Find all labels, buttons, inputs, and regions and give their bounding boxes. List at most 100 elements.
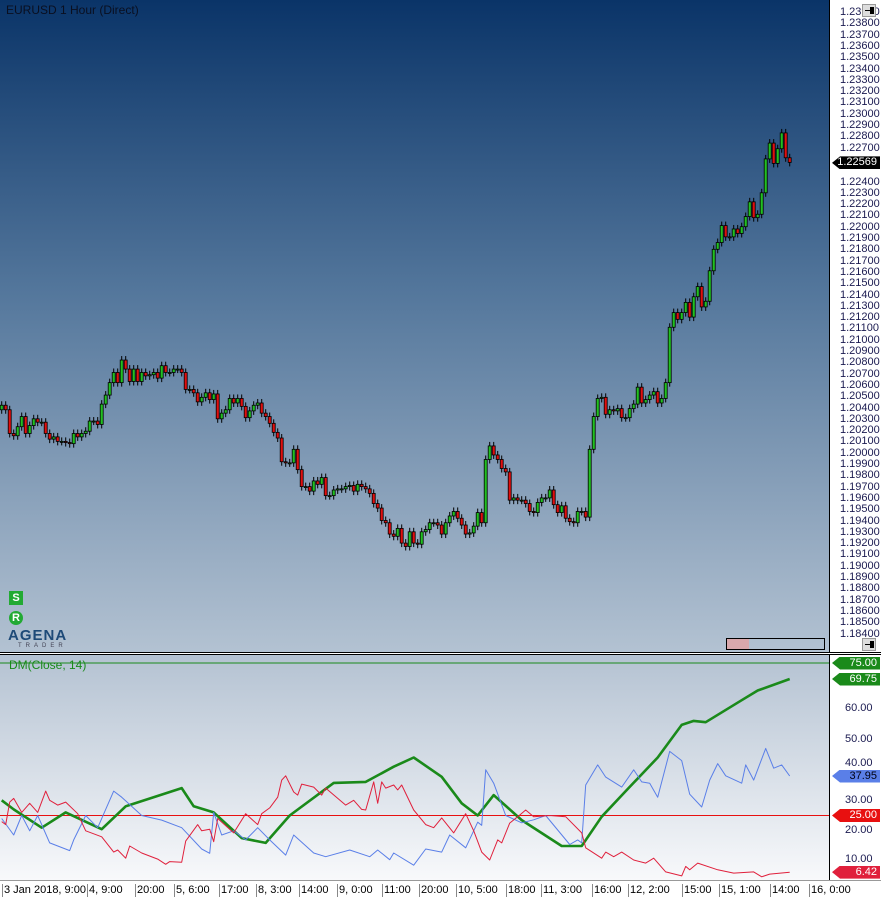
candle — [551, 485, 556, 509]
chart-scrollbar[interactable] — [726, 638, 825, 650]
candle-body — [479, 512, 484, 524]
candle-body — [571, 521, 576, 524]
candle-body — [719, 225, 724, 243]
s-badge-icon[interactable]: S — [9, 591, 23, 605]
price-tick-label: 1.21900 — [840, 232, 880, 244]
candle-body — [543, 497, 548, 500]
pin-icon[interactable] — [862, 4, 876, 17]
candle — [471, 522, 476, 537]
candle-body — [715, 242, 720, 250]
candle — [399, 524, 404, 548]
candle-body — [51, 436, 56, 440]
time-tick-label: 11:00 — [382, 884, 411, 897]
candle — [539, 493, 544, 507]
candle — [307, 482, 312, 496]
candle-body — [411, 531, 416, 544]
candle — [147, 370, 152, 380]
candle-body — [595, 398, 600, 417]
candle-body — [187, 389, 192, 391]
candle-body — [551, 489, 556, 506]
time-axis[interactable]: 3 Jan 2018, 9:00 4, 9:00 20:00 5, 6:00 17:00… — [0, 880, 881, 901]
candle — [719, 221, 724, 247]
candle-body — [47, 433, 52, 440]
candle — [351, 481, 356, 496]
candle — [599, 393, 604, 403]
candle — [483, 455, 488, 527]
candle-body — [323, 477, 328, 497]
candle-body — [127, 368, 132, 382]
candle-body — [3, 404, 8, 411]
candle-body — [663, 382, 668, 399]
candle — [739, 222, 744, 238]
scrollbar-thumb[interactable] — [727, 639, 749, 649]
candle — [339, 484, 344, 493]
panel-separator[interactable] — [0, 652, 881, 655]
candle — [731, 224, 736, 241]
candle-body — [235, 398, 240, 404]
candle — [627, 404, 632, 422]
candle — [303, 482, 308, 491]
candle-body — [451, 511, 456, 517]
candle — [267, 412, 272, 428]
candle — [435, 518, 440, 530]
candle — [59, 437, 64, 446]
candle-body — [467, 532, 472, 535]
price-tick-label: 1.18700 — [840, 593, 880, 606]
candle — [331, 485, 336, 500]
candle — [619, 404, 624, 422]
price-tick-label: 1.19900 — [840, 458, 880, 470]
candle — [775, 144, 780, 168]
candle — [743, 212, 748, 231]
candle-body — [119, 359, 124, 384]
indicator-tick-label: 20.00 — [845, 824, 873, 837]
plus_di-value-marker: 37.95 — [832, 769, 880, 783]
candle-body — [23, 416, 28, 434]
candle-body — [475, 512, 480, 527]
candle-body — [259, 402, 264, 414]
indicator-axis[interactable]: 60.00 50.00 40.00 30.00 20.00 10.00 75.00 25.00… — [829, 655, 881, 880]
candle — [323, 473, 328, 500]
candle — [595, 394, 600, 421]
candle-body — [271, 422, 276, 433]
candle — [415, 539, 420, 549]
price-axis[interactable]: 1.23900 1.23800 1.23700 1.23600 1.23500 1.234… — [829, 0, 881, 652]
candle-body — [767, 142, 772, 160]
candle — [427, 518, 432, 534]
candle — [155, 368, 160, 383]
candle — [647, 391, 652, 404]
price-tick-label: 1.21100 — [840, 322, 879, 335]
candle — [671, 308, 676, 332]
candle-body — [575, 511, 580, 524]
price-tick-label: 1.21600 — [840, 265, 880, 278]
indicator-panel[interactable] — [0, 655, 829, 880]
candle-body — [403, 542, 408, 547]
candle — [319, 473, 324, 489]
candle-body — [243, 405, 248, 419]
candle — [591, 412, 596, 454]
candle — [459, 514, 464, 530]
candle — [295, 445, 300, 474]
candle-body — [307, 486, 312, 492]
candle-body — [631, 403, 636, 410]
candle — [191, 385, 196, 397]
candle-body — [183, 372, 188, 390]
r-badge-icon[interactable]: R — [9, 611, 23, 625]
candle-body — [439, 524, 444, 535]
candle — [763, 154, 768, 197]
candle-body — [131, 368, 136, 382]
candle — [311, 476, 316, 496]
candle — [635, 383, 640, 409]
candle — [487, 441, 492, 464]
candle-body — [335, 488, 340, 491]
price-chart-panel[interactable] — [0, 0, 829, 652]
price-tick-label: 1.20500 — [840, 390, 880, 403]
pin-icon[interactable] — [862, 638, 876, 651]
candle — [139, 368, 144, 386]
candle — [667, 323, 672, 387]
level-marker-75: 75.00 — [832, 656, 880, 670]
candle-body — [139, 372, 144, 382]
time-tick-label: 20:00 — [135, 884, 165, 897]
price-tick-label: 1.22700 — [840, 141, 880, 154]
candle — [747, 197, 752, 221]
candle-body — [379, 507, 384, 521]
